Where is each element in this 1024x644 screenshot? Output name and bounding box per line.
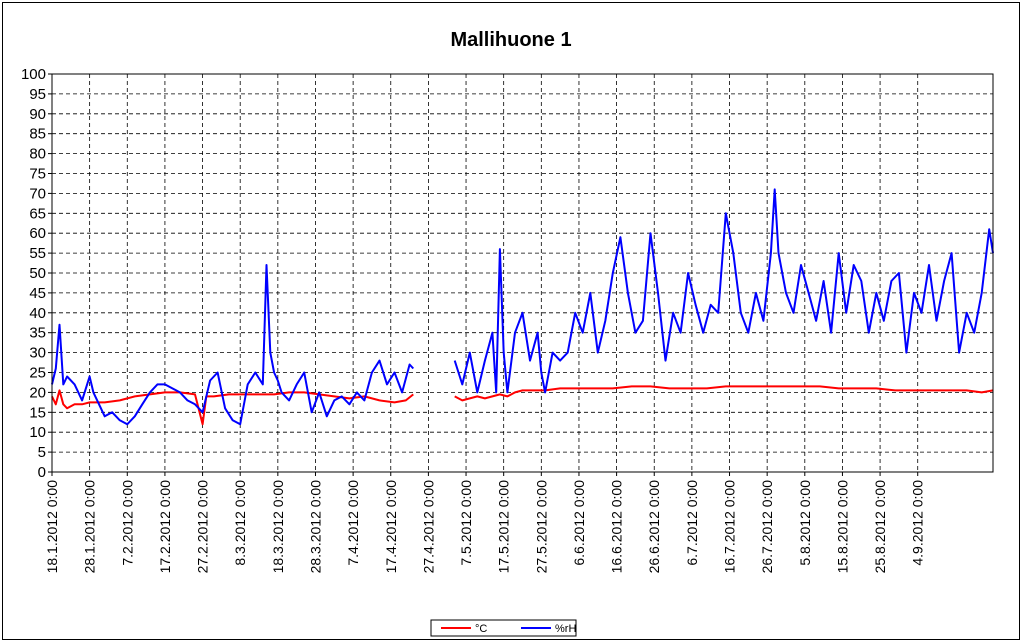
x-tick-label: 27.2.2012 0:00 xyxy=(195,480,211,574)
x-tick-label: 18.1.2012 0:00 xyxy=(44,480,60,574)
series-line-humidity xyxy=(453,188,994,394)
legend-label-humidity: %rH xyxy=(555,623,576,635)
y-tick-label: 65 xyxy=(29,205,46,222)
x-tick-label: 6.6.2012 0:00 xyxy=(571,480,587,566)
y-tick-label: 60 xyxy=(29,225,46,242)
y-tick-label: 25 xyxy=(29,365,46,382)
x-tick-label: 6.7.2012 0:00 xyxy=(684,480,700,566)
x-tick-label: 28.3.2012 0:00 xyxy=(307,480,323,574)
y-tick-label: 30 xyxy=(29,345,46,362)
y-tick-label: 85 xyxy=(29,126,46,143)
x-tick-label: 17.5.2012 0:00 xyxy=(496,480,512,574)
y-tick-label: 95 xyxy=(29,86,46,103)
x-tick-label: 28.1.2012 0:00 xyxy=(82,480,98,574)
legend-box xyxy=(430,619,577,637)
x-tick-label: 16.6.2012 0:00 xyxy=(609,480,625,574)
y-tick-label: 20 xyxy=(29,384,46,401)
plot-area-border xyxy=(51,73,994,473)
x-tick-label: 26.6.2012 0:00 xyxy=(646,480,662,574)
y-tick-label: 40 xyxy=(29,305,46,322)
y-tick-label: 10 xyxy=(29,424,46,441)
y-tick-label: 100 xyxy=(21,66,46,83)
series-line-celsius xyxy=(51,389,414,426)
y-tick-label: 15 xyxy=(29,404,46,421)
y-tick-label: 75 xyxy=(29,166,46,183)
y-tick-label: 50 xyxy=(29,265,46,282)
y-tick-label: 0 xyxy=(38,464,46,481)
y-tick-label: 35 xyxy=(29,325,46,342)
legend: °C %rH xyxy=(430,619,577,637)
y-tick-label: 55 xyxy=(29,245,46,262)
x-tick-label: 17.4.2012 0:00 xyxy=(383,480,399,574)
x-tick-label: 25.8.2012 0:00 xyxy=(872,480,888,574)
y-tick-label: 90 xyxy=(29,106,46,123)
x-tick-label: 8.3.2012 0:00 xyxy=(232,480,248,566)
y-tick-label: 70 xyxy=(29,185,46,202)
x-tick-label: 18.3.2012 0:00 xyxy=(270,480,286,574)
x-tick-label: 27.5.2012 0:00 xyxy=(533,480,549,574)
x-axis-ticks: 18.1.2012 0:00 28.1.2012 0:00 7.2.2012 0:0… xyxy=(44,472,926,573)
x-tick-label: 7.2.2012 0:00 xyxy=(119,480,135,566)
x-tick-label: 27.4.2012 0:00 xyxy=(420,480,436,574)
x-tick-label: 17.2.2012 0:00 xyxy=(157,480,173,574)
x-tick-label: 4.9.2012 0:00 xyxy=(910,480,926,566)
series-line-humidity xyxy=(51,264,415,426)
x-tick-label: 5.8.2012 0:00 xyxy=(797,480,813,566)
x-tick-label: 7.4.2012 0:00 xyxy=(345,480,361,566)
y-tick-label: 5 xyxy=(38,444,46,461)
legend-label-celsius: °C xyxy=(475,623,487,635)
chart-title: Mallihuone 1 xyxy=(450,29,571,51)
line-chart: Mallihuone 1 0 5 10 15 20 25 30 35 40 45 50 55 60 65 7… xyxy=(21,29,994,637)
x-tick-label: 7.5.2012 0:00 xyxy=(458,480,474,566)
x-tick-label: 15.8.2012 0:00 xyxy=(834,480,850,574)
series-layer xyxy=(51,188,994,426)
series-line-celsius xyxy=(454,385,994,402)
grid-layer xyxy=(52,74,993,472)
y-tick-label: 80 xyxy=(29,146,46,163)
y-tick-label: 45 xyxy=(29,285,46,302)
y-axis-ticks: 0 5 10 15 20 25 30 35 40 45 50 55 60 65 70 75 80 85 90 95 10… xyxy=(21,66,52,481)
x-tick-label: 16.7.2012 0:00 xyxy=(722,480,738,574)
x-tick-label: 26.7.2012 0:00 xyxy=(759,480,775,574)
